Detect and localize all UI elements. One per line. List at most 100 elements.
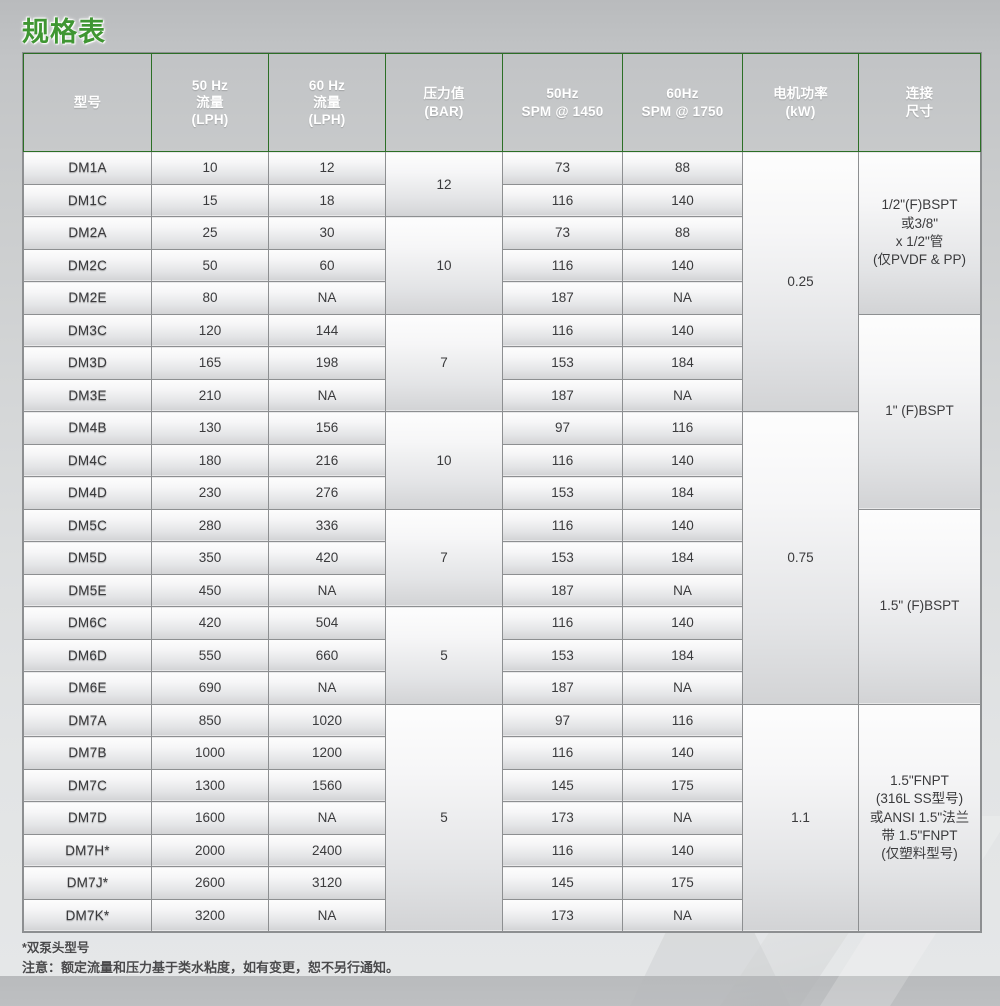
cell-model: DM5E [23,573,152,607]
cell-spm-60hz: 88 [622,151,743,185]
cell-spm-50hz: 173 [502,801,623,835]
cell-flow-50hz: 420 [151,606,269,640]
cell-flow-50hz: 180 [151,443,269,477]
note-dual-head: *双泵头型号 [22,941,90,955]
cell-model: DM6D [23,638,152,672]
cell-flow-60hz: 12 [268,151,386,185]
cell-flow-60hz: 276 [268,476,386,510]
cell-model: DM6C [23,606,152,640]
cell-spm-50hz: 73 [502,216,623,250]
cell-flow-60hz: 60 [268,248,386,282]
table-row: DM7D 1600 NA 173 NA [23,801,981,835]
table-row: DM7B 1000 1200 116 140 [23,736,981,770]
cell-flow-60hz: 660 [268,638,386,672]
cell-model: DM7B [23,736,152,770]
header-line: 流量 [196,94,224,110]
cell-spm-50hz: 116 [502,443,623,477]
cell-flow-60hz: NA [268,898,386,932]
cell-connection-size: 1" (F)BSPT [858,313,981,510]
cell-spm-50hz: 116 [502,736,623,770]
cell-motor-power: 1.1 [742,703,859,932]
cell-spm-50hz: 145 [502,866,623,900]
connection-size-line: x 1/2"管 [895,233,944,249]
cell-spm-60hz: 184 [622,346,743,380]
column-header-spm-60hz: 60Hz SPM @ 1750 [622,53,743,152]
table-row: DM3C 120 144 7 116 140 1" (F)BSPT [23,313,981,510]
cell-flow-60hz: NA [268,281,386,315]
cell-flow-60hz: 30 [268,216,386,250]
cell-model: DM7D [23,801,152,835]
cell-model: DM2E [23,281,152,315]
cell-model: DM1C [23,183,152,217]
connection-size-line: (仅塑料型号) [881,846,958,862]
cell-spm-50hz: 153 [502,541,623,575]
table-row: DM3E 210 NA 187 NA [23,378,981,412]
cell-spm-50hz: 153 [502,476,623,510]
note-disclaimer: 注意：额定流量和压力基于类水粘度，如有变更，恕不另行通知。 [22,960,400,976]
header-line: (LPH) [191,112,229,128]
cell-flow-50hz: 2000 [151,833,269,867]
cell-spm-60hz: 88 [622,216,743,250]
table-row: DM7A 850 1020 5 97 116 1.1 1.5"FNPT (316L SS型号) 或… [23,703,981,932]
table-row: DM1A 10 12 12 73 88 0.25 1/2"(F)BSPT 或3/8" x 1/2"… [23,151,981,412]
cell-spm-50hz: 116 [502,248,623,282]
cell-flow-60hz: 2400 [268,833,386,867]
cell-model: DM7J* [23,866,152,900]
cell-flow-50hz: 1000 [151,736,269,770]
cell-flow-50hz: 210 [151,378,269,412]
cell-spm-50hz: 116 [502,833,623,867]
cell-spm-50hz: 116 [502,313,623,347]
header-row: 型号 50 Hz 流量 (LPH) 60 Hz 流量 (LPH) 压力值 (BA… [23,53,981,152]
column-header-flow-50hz: 50 Hz 流量 (LPH) [151,53,269,152]
cell-spm-60hz: 140 [622,736,743,770]
cell-spm-50hz: 187 [502,378,623,412]
specification-table: 型号 50 Hz 流量 (LPH) 60 Hz 流量 (LPH) 压力值 (BA… [23,53,981,932]
cell-spm-50hz: 97 [502,411,623,445]
cell-flow-50hz: 1300 [151,768,269,802]
cell-flow-50hz: 850 [151,703,269,737]
cell-flow-60hz: NA [268,801,386,835]
header-line: 60Hz [666,86,699,102]
connection-size-line: 1.5"FNPT [890,773,949,789]
cell-pressure: 5 [385,606,503,705]
cell-flow-50hz: 50 [151,248,269,282]
cell-model: DM3E [23,378,152,412]
cell-pressure: 7 [385,313,503,412]
cell-flow-60hz: 216 [268,443,386,477]
header-line: 50Hz [546,86,579,102]
cell-flow-60hz: 1200 [268,736,386,770]
cell-spm-60hz: 175 [622,866,743,900]
cell-spm-60hz: 140 [622,606,743,640]
cell-flow-50hz: 80 [151,281,269,315]
cell-spm-50hz: 187 [502,573,623,607]
cell-model: DM7A [23,703,152,737]
table-row: DM3D 165 198 153 184 [23,346,981,380]
cell-spm-60hz: 116 [622,411,743,445]
column-header-pressure: 压力值 (BAR) [385,53,503,152]
cell-spm-60hz: 140 [622,508,743,542]
column-header-model: 型号 [23,53,152,152]
header-line: 60 Hz [308,77,346,93]
spec-sheet-page: 规格表 型号 50 Hz 流量 (LPH) 6 [22,17,1000,979]
cell-spm-60hz: 184 [622,476,743,510]
header-line: 尺寸 [905,103,934,119]
header-line: SPM @ 1750 [641,103,724,119]
cell-model: DM3C [23,313,152,347]
cell-model: DM5C [23,508,152,542]
cell-spm-60hz: 140 [622,833,743,867]
cell-spm-60hz: 140 [622,313,743,347]
cell-connection-size: 1.5" (F)BSPT [858,508,981,705]
cell-pressure: 7 [385,508,503,607]
connection-size-line: 或ANSI 1.5"法兰 [869,809,970,825]
cell-pressure: 10 [385,411,503,510]
table-notes: *双泵头型号 注意：额定流量和压力基于类水粘度，如有变更，恕不另行通知。 [22,939,1000,979]
cell-flow-50hz: 450 [151,573,269,607]
cell-flow-60hz: 18 [268,183,386,217]
header-line: 连接 [905,86,934,102]
cell-motor-power: 0.75 [742,411,859,705]
table-body: DM1A 10 12 12 73 88 0.25 1/2"(F)BSPT 或3/8" x 1/2"… [23,151,981,932]
header-line: (kW) [785,103,816,119]
cell-flow-60hz: 156 [268,411,386,445]
table-row: DM2C 50 60 116 140 [23,248,981,282]
cell-model: DM2A [23,216,152,250]
